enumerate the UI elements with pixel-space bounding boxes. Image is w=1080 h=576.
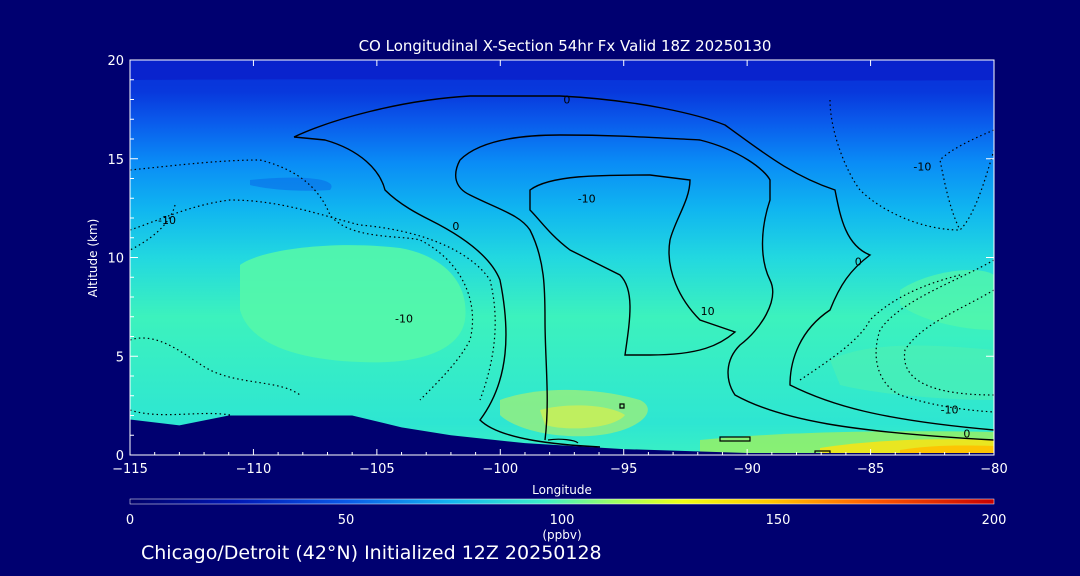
contour-label: -10 — [395, 313, 413, 326]
x-tick-label: −85 — [857, 462, 884, 477]
colorbar-label: (ppbv) — [542, 528, 581, 542]
y-tick-label: 5 — [116, 350, 124, 365]
x-tick-label: −110 — [236, 462, 272, 477]
y-axis-label: Altitude (km) — [86, 219, 100, 298]
contour-label: 0 — [855, 255, 862, 268]
contour-label: 0 — [963, 427, 970, 440]
colorbar-tick-label: 200 — [982, 513, 1007, 528]
colorbar-tick-label: 150 — [766, 513, 791, 528]
contour-label: -10 — [158, 214, 176, 227]
y-tick-label: 10 — [107, 252, 124, 267]
x-tick-label: −105 — [359, 462, 395, 477]
chart-title: CO Longitudinal X-Section 54hr Fx Valid … — [359, 37, 772, 55]
contour-label: -10 — [578, 192, 596, 205]
footer-caption: Chicago/Detroit (42°N) Initialized 12Z 2… — [141, 542, 602, 564]
concentration-field: 0 -10 -10 -10 0 0 -10 10 -10 0 — [130, 60, 994, 455]
contour-label: 10 — [701, 305, 715, 318]
contour-label: -10 — [941, 404, 959, 417]
colorbar-tick-label: 0 — [126, 513, 134, 528]
x-tick-label: −80 — [980, 462, 1007, 477]
x-tick-label: −95 — [610, 462, 637, 477]
terrain — [130, 415, 994, 455]
colorbar-tick-label: 50 — [338, 513, 355, 528]
y-tick-label: 15 — [107, 153, 124, 168]
y-tick-label: 0 — [116, 449, 124, 464]
y-axis: 0 5 10 15 20 — [107, 54, 994, 464]
contour-label: -10 — [913, 161, 931, 174]
x-tick-label: −100 — [482, 462, 518, 477]
x-tick-label: −115 — [112, 462, 148, 477]
colorbar — [129, 498, 995, 505]
colorbar-tick-label: 100 — [550, 513, 575, 528]
x-axis: −115 −110 −105 −100 −95 −90 −85 −80 — [112, 60, 1008, 477]
colorbar-ticks: 0 50 100 150 200 — [126, 513, 1007, 528]
contour-label: 0 — [452, 220, 459, 233]
y-tick-label: 20 — [107, 54, 124, 69]
contour-label: 0 — [563, 94, 570, 107]
x-axis-label: Longitude — [532, 483, 592, 497]
x-tick-label: −90 — [733, 462, 760, 477]
